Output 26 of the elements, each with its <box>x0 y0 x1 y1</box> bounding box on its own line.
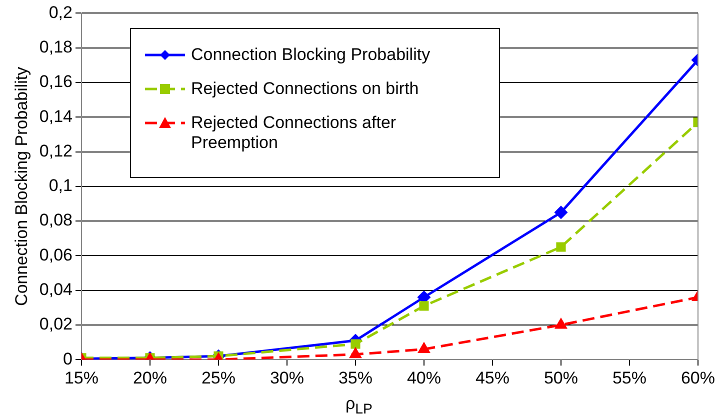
y-tick-label: 0,04 <box>39 280 72 300</box>
legend-label: Rejected Connections after Preemption <box>191 113 398 153</box>
x-axis-title: ρ$_{LP}$ <box>344 394 374 418</box>
y-tick-label: 0,06 <box>39 245 72 264</box>
y-axis-title: Connection Blocking Probability <box>12 66 31 306</box>
y-tick-label: 0,1 <box>48 176 72 196</box>
x-tick-label: 30% <box>270 368 304 388</box>
x-tick-label: 40% <box>406 368 442 388</box>
y-tick-label: 0,08 <box>39 210 72 230</box>
x-tick-label: 35% <box>338 368 373 388</box>
x-tick-label: 55% <box>612 368 647 388</box>
y-tick-label: 0,12 <box>39 141 72 160</box>
x-tick-label: 15% <box>64 368 99 388</box>
y-tick-label: 0,14 <box>39 106 72 126</box>
x-tick-label: 60% <box>680 368 716 388</box>
y-tick-label: 0,18 <box>39 38 72 57</box>
legend-label: Connection Blocking Probability <box>191 45 430 65</box>
y-tick-label: 0 <box>63 349 72 368</box>
x-tick-label: 45% <box>475 368 510 388</box>
legend-label: Rejected Connections on birth <box>191 79 419 99</box>
y-tick-label: 0,02 <box>39 314 72 334</box>
y-tick-label: 0,16 <box>39 72 72 92</box>
y-tick-label: 0,2 <box>48 2 72 22</box>
x-tick-label: 50% <box>544 368 578 388</box>
x-tick-label: 20% <box>132 368 168 388</box>
x-tick-label: 25% <box>201 368 236 388</box>
